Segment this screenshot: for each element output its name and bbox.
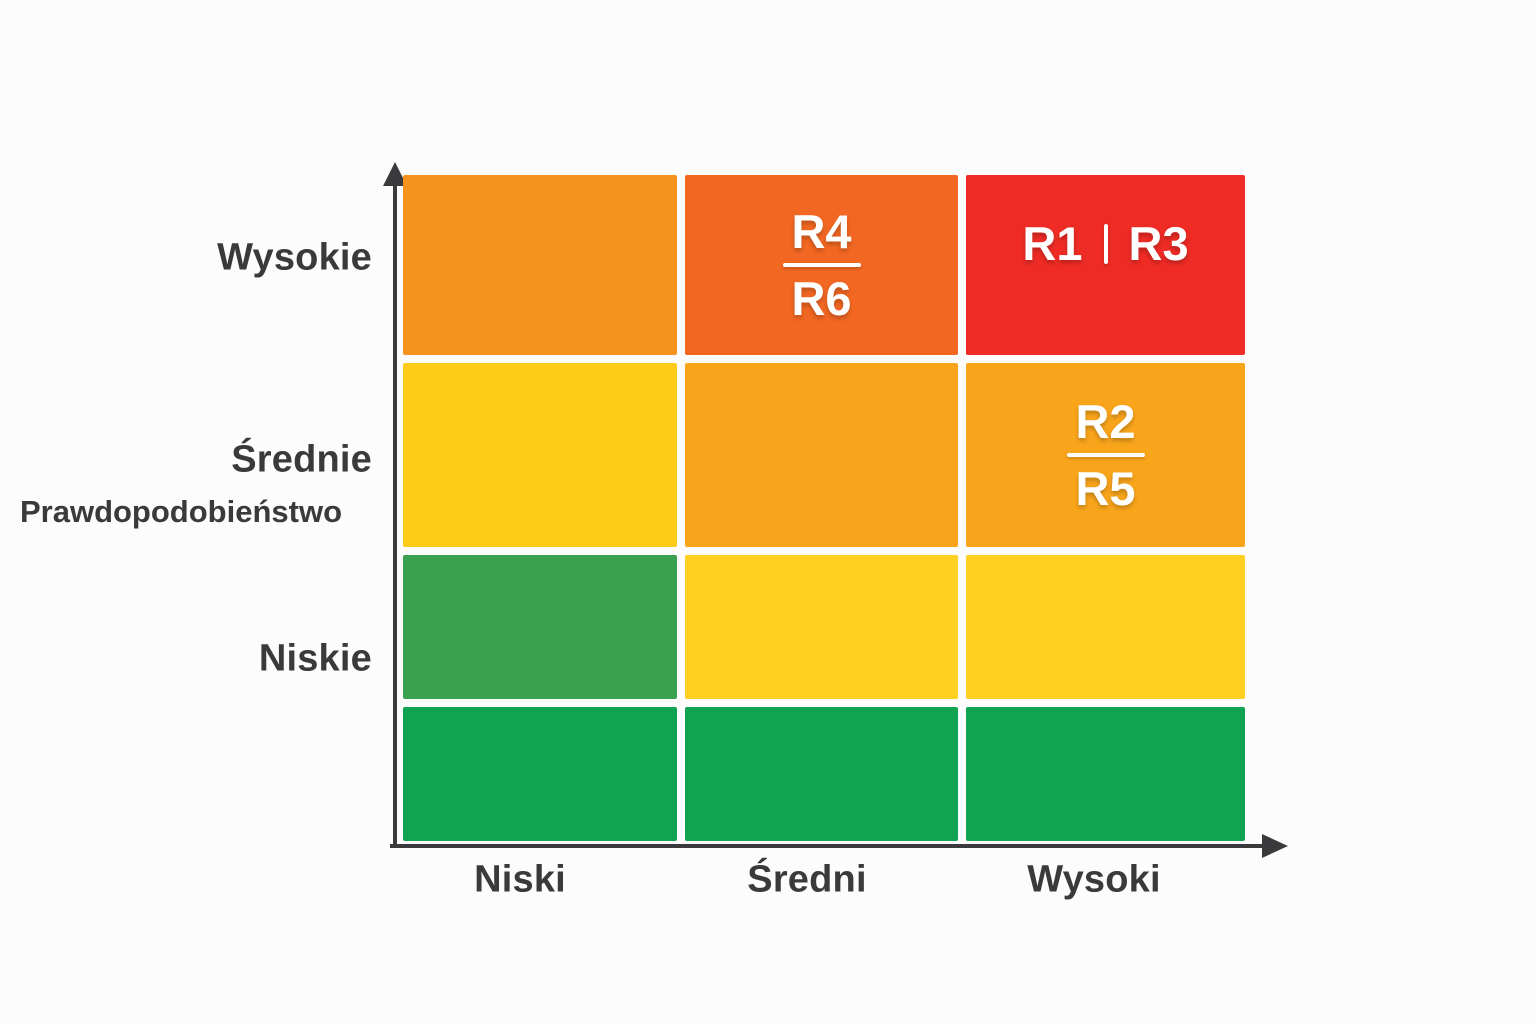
- risk-label: R6: [791, 272, 852, 325]
- risk-label: R2: [1075, 394, 1136, 448]
- matrix-cell-r4c2: [685, 707, 958, 841]
- risk-label: R1: [1022, 217, 1083, 271]
- x-tick-sredni: Średni: [747, 858, 867, 901]
- matrix-cell-r1c2: R4 R6: [685, 175, 958, 355]
- risk-matrix-grid: R4 R6 R1 R3 R2 R5: [403, 175, 1245, 841]
- x-tick-niski: Niski: [474, 858, 566, 901]
- risk-label: R3: [1128, 217, 1189, 271]
- y-axis-line: [393, 182, 397, 848]
- y-tick-wysokie: Wysokie: [217, 236, 372, 279]
- matrix-cell-r3c1: [403, 555, 677, 699]
- matrix-cell-r4c1: [403, 707, 677, 841]
- matrix-cell-r2c3: R2 R5: [966, 363, 1245, 547]
- matrix-cell-r4c3: [966, 707, 1245, 841]
- x-axis-line: [390, 844, 1264, 848]
- risk-label-group: R4 R6: [782, 204, 861, 325]
- x-tick-wysoki: Wysoki: [1027, 858, 1161, 901]
- risk-label-group: R1 R3: [1022, 217, 1189, 271]
- matrix-cell-r3c3: [966, 555, 1245, 699]
- matrix-cell-r1c3: R1 R3: [966, 175, 1245, 355]
- vertical-divider: [1103, 224, 1108, 264]
- matrix-cell-r3c2: [685, 555, 958, 699]
- x-axis-arrow-icon: [1262, 834, 1288, 858]
- risk-label-group: R2 R5: [1066, 394, 1145, 515]
- risk-label: R5: [1075, 462, 1136, 515]
- fraction-line: [1066, 453, 1145, 457]
- matrix-cell-r1c1: [403, 175, 677, 355]
- fraction-line: [782, 263, 861, 267]
- risk-label: R4: [791, 204, 852, 258]
- y-tick-srednie: Średnie: [231, 438, 372, 481]
- matrix-cell-r2c2: [685, 363, 958, 547]
- y-tick-niskie: Niskie: [258, 637, 372, 680]
- y-axis-title: Prawdopodobieństwo: [19, 494, 343, 529]
- matrix-cell-r2c1: [403, 363, 677, 547]
